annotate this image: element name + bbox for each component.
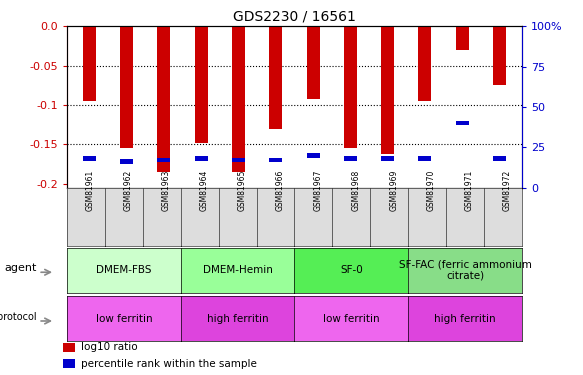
Text: high ferritin: high ferritin xyxy=(434,314,496,324)
Text: percentile rank within the sample: percentile rank within the sample xyxy=(80,359,257,369)
Text: SF-FAC (ferric ammonium
citrate): SF-FAC (ferric ammonium citrate) xyxy=(399,259,531,281)
Text: growth protocol: growth protocol xyxy=(0,312,37,321)
Text: GSM81962: GSM81962 xyxy=(124,170,133,211)
Text: high ferritin: high ferritin xyxy=(207,314,268,324)
Bar xyxy=(493,156,506,161)
Bar xyxy=(157,158,170,162)
Bar xyxy=(307,26,319,99)
Text: GSM81961: GSM81961 xyxy=(86,170,95,211)
Bar xyxy=(344,156,357,161)
Text: GSM81966: GSM81966 xyxy=(275,170,285,211)
Text: DMEM-FBS: DMEM-FBS xyxy=(96,265,152,275)
Bar xyxy=(83,156,96,161)
Bar xyxy=(83,26,96,101)
Bar xyxy=(419,26,431,101)
Bar xyxy=(120,159,133,164)
Bar xyxy=(381,26,394,154)
Text: GSM81969: GSM81969 xyxy=(389,170,398,211)
Bar xyxy=(232,26,245,172)
Text: SF-0: SF-0 xyxy=(340,265,363,275)
Text: GSM81963: GSM81963 xyxy=(161,170,171,211)
Bar xyxy=(63,343,75,352)
Text: GSM81971: GSM81971 xyxy=(465,170,474,211)
Bar xyxy=(195,26,208,142)
Text: low ferritin: low ferritin xyxy=(323,314,380,324)
Bar xyxy=(344,26,357,148)
Bar xyxy=(120,26,133,148)
Bar xyxy=(269,158,282,162)
Text: low ferritin: low ferritin xyxy=(96,314,152,324)
Bar xyxy=(269,26,282,129)
Bar xyxy=(232,158,245,162)
Text: GSM81970: GSM81970 xyxy=(427,170,436,211)
Bar xyxy=(493,26,506,85)
Title: GDS2230 / 16561: GDS2230 / 16561 xyxy=(233,10,356,24)
Text: GSM81965: GSM81965 xyxy=(238,170,247,211)
Text: GSM81972: GSM81972 xyxy=(503,170,512,211)
Text: log10 ratio: log10 ratio xyxy=(80,342,138,352)
Text: GSM81964: GSM81964 xyxy=(199,170,209,211)
Text: GSM81967: GSM81967 xyxy=(314,170,322,211)
Bar xyxy=(456,121,469,125)
Bar xyxy=(63,359,75,368)
Bar xyxy=(307,153,319,158)
Bar xyxy=(419,156,431,161)
Text: GSM81968: GSM81968 xyxy=(351,170,360,211)
Bar xyxy=(381,156,394,161)
Text: agent: agent xyxy=(5,263,37,273)
Bar xyxy=(195,156,208,161)
Text: DMEM-Hemin: DMEM-Hemin xyxy=(203,265,272,275)
Bar xyxy=(157,26,170,172)
Bar xyxy=(456,26,469,50)
